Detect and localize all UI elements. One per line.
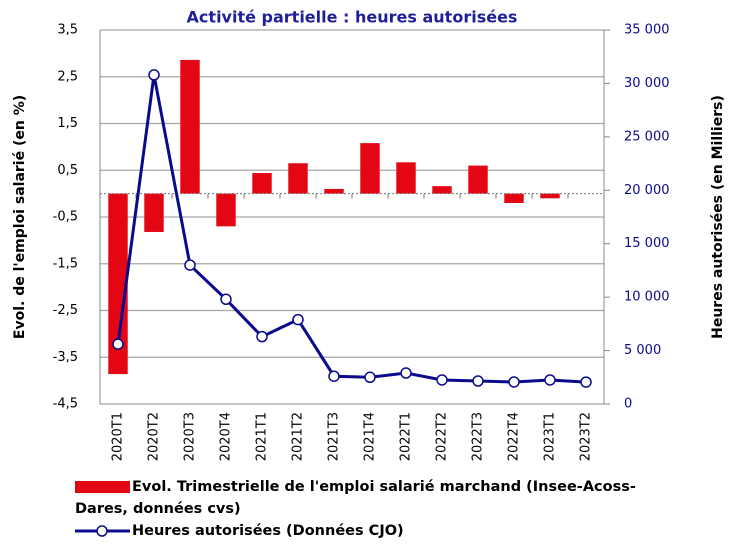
bar	[504, 193, 524, 203]
bar	[432, 186, 452, 194]
y-tick-label: 1,5	[57, 116, 78, 131]
point	[148, 69, 160, 81]
x-tick-label: 2021T3	[327, 412, 342, 461]
point	[544, 374, 556, 386]
y-tick-label: -2,5	[53, 303, 78, 318]
x-tick-label: 2023T2	[579, 412, 594, 461]
point	[364, 371, 376, 384]
chart-title: Activité partielle : heures autorisées	[187, 8, 518, 27]
point	[292, 313, 304, 326]
y-tick-label: -1,5	[53, 256, 78, 271]
y2-tick-label: 25 000	[624, 129, 670, 144]
y2-tick-label: 35 000	[624, 23, 670, 38]
x-tick-label: 2020T1	[111, 412, 126, 461]
bar	[252, 173, 272, 194]
x-tick-label: 2021T2	[291, 412, 306, 461]
legend-swatch	[75, 481, 130, 493]
y2-axis-title: Heures autorisées (en Milliers)	[710, 95, 726, 339]
y2-tick-label: 30 000	[624, 76, 670, 91]
legend-label: Evol. Trimestrielle de l'emploi salarié …	[75, 479, 636, 517]
point	[400, 367, 412, 379]
point	[184, 259, 196, 271]
bar	[360, 143, 380, 194]
point	[256, 330, 268, 343]
line	[116, 74, 587, 384]
y-tick-label: 0,5	[57, 163, 78, 178]
point	[580, 376, 592, 388]
bar	[180, 59, 200, 194]
y2-tick-label: 15 000	[624, 236, 670, 251]
bar	[396, 162, 416, 194]
point	[220, 293, 232, 306]
legend-line: Heures autorisées (Données CJO)	[75, 520, 404, 542]
legend-label: Heures autorisées (Données CJO)	[132, 523, 404, 539]
y-tick-label: 2,5	[57, 69, 78, 84]
y-tick-label: -0,5	[53, 210, 78, 225]
bar	[108, 193, 128, 375]
x-tick-label: 2020T2	[147, 412, 162, 461]
point	[508, 376, 520, 388]
bar	[324, 188, 344, 194]
y-tick-label: 3,5	[57, 23, 78, 38]
legend-swatch	[75, 525, 130, 537]
y2-tick-label: 0	[624, 397, 632, 412]
point	[472, 375, 484, 387]
y2-tick-label: 20 000	[624, 183, 670, 198]
bar	[144, 193, 164, 232]
x-tick-label: 2022T1	[399, 412, 414, 461]
bar	[540, 193, 560, 199]
y-tick-label: -4,5	[53, 397, 78, 412]
point	[112, 338, 124, 350]
legend-bar: Evol. Trimestrielle de l'emploi salarié …	[75, 476, 675, 520]
y-axis-title: Evol. de l'emploi salarié (en %)	[12, 95, 28, 339]
bar	[468, 165, 488, 194]
x-tick-label: 2023T1	[543, 412, 558, 461]
y2-tick-label: 5 000	[624, 343, 661, 358]
x-tick-label: 2021T1	[255, 412, 270, 461]
y2-tick-label: 10 000	[624, 290, 670, 305]
bar	[216, 193, 236, 227]
bar	[288, 163, 308, 194]
x-tick-label: 2020T4	[219, 412, 234, 461]
point	[436, 374, 448, 386]
x-tick-label: 2022T3	[471, 412, 486, 461]
point	[328, 370, 340, 382]
x-tick-label: 2020T3	[183, 412, 198, 461]
x-tick-label: 2022T4	[507, 412, 522, 461]
chart: Activité partielle : heures autorisées E…	[12, 8, 726, 462]
x-tick-label: 2021T4	[363, 412, 378, 461]
y-tick-label: -3,5	[53, 350, 78, 365]
x-tick-label: 2022T2	[435, 412, 450, 461]
